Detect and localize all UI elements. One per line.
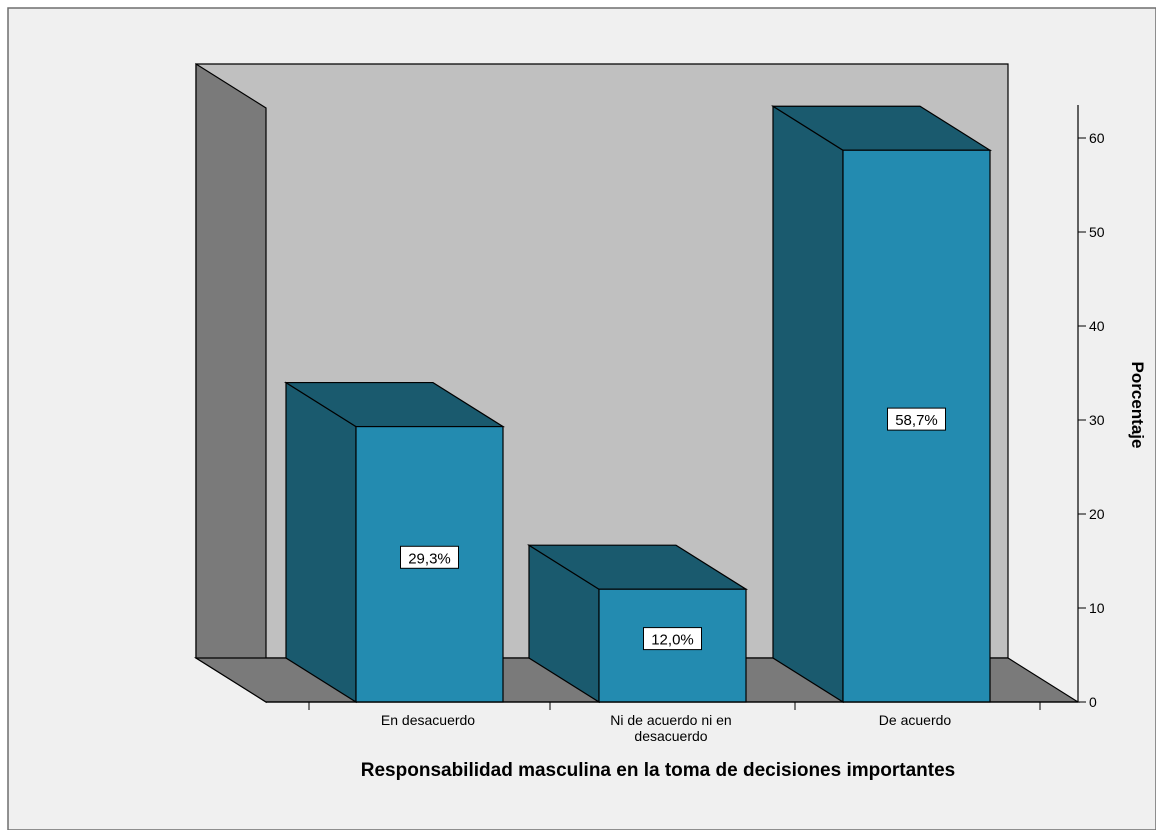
data-label-text: 58,7% — [895, 412, 938, 429]
bar-side-face — [285, 381, 357, 704]
data-label: 12,0% — [643, 627, 702, 651]
y-tick-label: 40 — [1089, 318, 1105, 334]
bar — [770, 105, 993, 704]
data-label-group: 29,3% 12,0% 58,7% — [400, 407, 946, 651]
y-axis-title: Porcentaje — [1128, 362, 1147, 449]
data-label-text: 12,0% — [651, 632, 694, 649]
x-axis: En desacuerdo Ni de acuerdo ni endesacuer… — [266, 701, 1078, 744]
bar — [283, 381, 506, 704]
data-label: 29,3% — [400, 545, 459, 569]
y-tick-label: 60 — [1089, 130, 1105, 146]
data-label-text: 29,3% — [408, 550, 451, 567]
y-tick-label: 30 — [1089, 412, 1105, 428]
y-tick-label: 20 — [1089, 506, 1105, 522]
y-tick-label: 50 — [1089, 224, 1105, 240]
x-tick-label: En desacuerdo — [381, 712, 475, 728]
y-axis: 0 10 20 30 40 50 60 — [1077, 105, 1105, 710]
x-tick-label: desacuerdo — [634, 728, 707, 744]
x-axis-title: Responsabilidad masculina en la toma de … — [361, 760, 955, 781]
data-label-box — [643, 627, 702, 651]
x-tick-label: Ni de acuerdo ni en — [610, 712, 731, 728]
y-tick-label: 10 — [1089, 600, 1105, 616]
data-label-box — [400, 545, 459, 569]
left-wall — [195, 62, 267, 704]
data-label-box — [887, 407, 946, 431]
bar — [526, 544, 749, 704]
y-tick-label: 0 — [1089, 694, 1097, 710]
bar-side-face — [772, 105, 844, 704]
x-tick-label: De acuerdo — [879, 712, 952, 728]
data-label: 58,7% — [887, 407, 946, 431]
